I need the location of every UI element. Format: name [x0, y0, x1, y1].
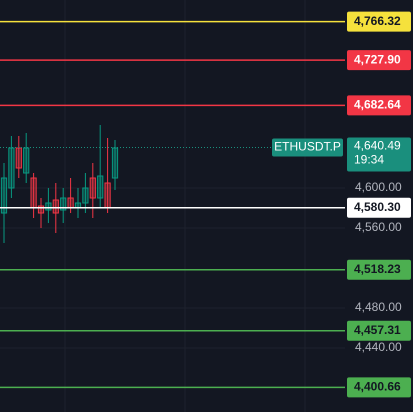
candle-body [15, 147, 22, 169]
y-tick-label: 4,560.00 [355, 220, 402, 234]
level-label: 4,580.30 [354, 200, 401, 214]
candle-body [8, 147, 15, 189]
candle-body [30, 177, 37, 209]
level-label: 4,682.64 [354, 98, 401, 112]
last-price-box [347, 137, 411, 172]
symbol-label: ETHUSDT.P [274, 140, 341, 154]
level-label-box [347, 50, 411, 71]
level-label-box [347, 377, 411, 398]
candle-body [60, 197, 67, 211]
last-price-label: 4,640.49 [354, 139, 401, 153]
candle-body [82, 187, 89, 204]
level-label-box [347, 95, 411, 116]
level-label-box [347, 11, 411, 32]
countdown-label: 19:34 [354, 153, 384, 167]
y-tick-label: 4,600.00 [355, 180, 402, 194]
level-label: 4,727.90 [354, 52, 401, 66]
symbol-box [272, 138, 343, 157]
level-label: 4,457.31 [354, 323, 401, 337]
candle-body [0, 177, 8, 214]
candle-body [52, 199, 59, 214]
level-label-box [347, 197, 411, 218]
candle-body [23, 147, 30, 174]
candle-body [97, 175, 104, 199]
candle-body [45, 202, 52, 211]
level-label: 4,400.66 [354, 380, 401, 394]
candle-body [37, 205, 45, 214]
level-label: 4,518.23 [354, 262, 401, 276]
level-label-box [347, 259, 411, 280]
candle-body [111, 147, 119, 179]
candle-body [67, 197, 74, 209]
level-label-box [347, 320, 411, 341]
y-tick-label: 4,440.00 [355, 340, 402, 354]
y-tick-label: 4,480.00 [355, 300, 402, 314]
level-label: 4,766.32 [354, 14, 401, 28]
candle-body [89, 177, 96, 199]
candle-body [104, 182, 111, 209]
